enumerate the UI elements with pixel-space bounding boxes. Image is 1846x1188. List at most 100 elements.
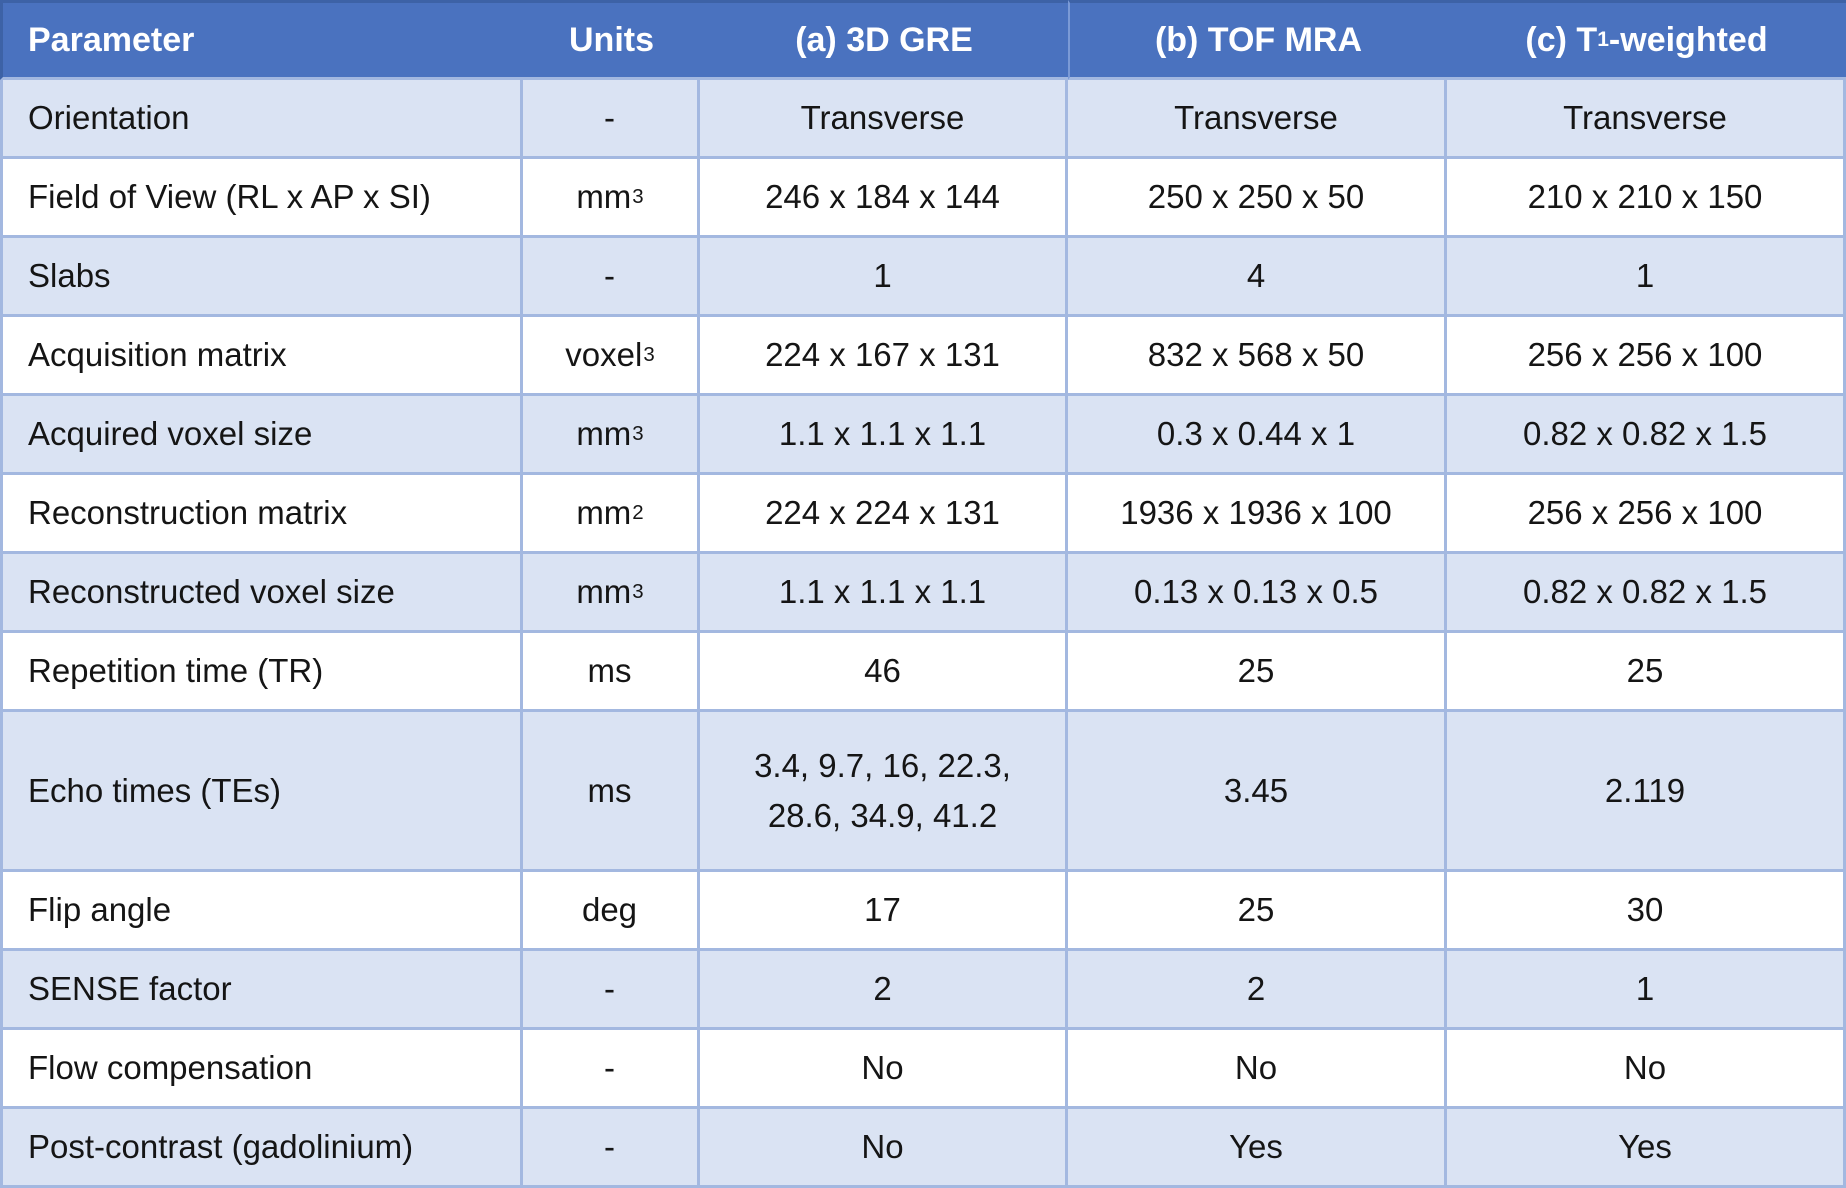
value-cell-t1-weighted: 1 xyxy=(1447,951,1846,1030)
param-cell: Flip angle xyxy=(0,872,523,951)
unit-cell: - xyxy=(523,951,700,1030)
value-cell-3d-gre: 3.4, 9.7, 16, 22.3, 28.6, 34.9, 41.2 xyxy=(700,712,1068,872)
unit-cell: - xyxy=(523,1109,700,1188)
param-cell: Echo times (TEs) xyxy=(0,712,523,872)
value-cell-3d-gre: 224 x 224 x 131 xyxy=(700,475,1068,554)
param-cell: Field of View (RL x AP x SI) xyxy=(0,159,523,238)
table-row: Repetition time (TR) ms 46 25 25 xyxy=(0,633,1846,712)
unit-cell: - xyxy=(523,238,700,317)
value-cell-3d-gre: Transverse xyxy=(700,80,1068,159)
unit-cell: mm 3 xyxy=(523,159,700,238)
value-cell-3d-gre: No xyxy=(700,1109,1068,1188)
param-cell: Orientation xyxy=(0,80,523,159)
value-cell-3d-gre: 1 xyxy=(700,238,1068,317)
unit-text: - xyxy=(604,1128,615,1166)
table-row: Flow compensation - No No No xyxy=(0,1030,1846,1109)
value-cell-3d-gre: 246 x 184 x 144 xyxy=(700,159,1068,238)
value-cell-t1-weighted: 0.82 x 0.82 x 1.5 xyxy=(1447,554,1846,633)
unit-cell: ms xyxy=(523,633,700,712)
table-row: Field of View (RL x AP x SI) mm 3 246 x 1… xyxy=(0,159,1846,238)
table-row: Reconstructed voxel size mm 3 1.1 x 1.1 x… xyxy=(0,554,1846,633)
unit-text: - xyxy=(604,1049,615,1087)
value-cell-t1-weighted: No xyxy=(1447,1030,1846,1109)
value-cell-t1-weighted: 1 xyxy=(1447,238,1846,317)
value-cell-tof-mra: 25 xyxy=(1068,633,1447,712)
value-cell-3d-gre: 17 xyxy=(700,872,1068,951)
column-header-tof-mra: (b) TOF MRA xyxy=(1068,0,1447,80)
value-cell-3d-gre: 224 x 167 x 131 xyxy=(700,317,1068,396)
value-cell-tof-mra: 4 xyxy=(1068,238,1447,317)
unit-text: mm xyxy=(576,494,632,532)
table-row: Acquisition matrix voxel 3 224 x 167 x 13… xyxy=(0,317,1846,396)
unit-cell: mm 3 xyxy=(523,554,700,633)
table-row: Echo times (TEs) ms 3.4, 9.7, 16, 22.3, … xyxy=(0,712,1846,872)
table-row: Acquired voxel size mm 3 1.1 x 1.1 x 1.1 … xyxy=(0,396,1846,475)
unit-cell: mm 3 xyxy=(523,396,700,475)
param-cell: Slabs xyxy=(0,238,523,317)
value-cell-tof-mra: Yes xyxy=(1068,1109,1447,1188)
value-cell-tof-mra: 25 xyxy=(1068,872,1447,951)
unit-cell: - xyxy=(523,80,700,159)
table-row: Orientation - Transverse Transverse Tran… xyxy=(0,80,1846,159)
value-cell-t1-weighted: Yes xyxy=(1447,1109,1846,1188)
value-cell-3d-gre: No xyxy=(700,1030,1068,1109)
param-cell: Post-contrast (gadolinium) xyxy=(0,1109,523,1188)
header-row: Parameter Units (a) 3D GRE (b) TOF MRA (… xyxy=(0,0,1846,80)
column-header-3d-gre: (a) 3D GRE xyxy=(700,0,1068,80)
header-label-part: (c) T xyxy=(1525,20,1598,59)
unit-cell: mm 2 xyxy=(523,475,700,554)
value-cell-3d-gre: 46 xyxy=(700,633,1068,712)
value-cell-t1-weighted: 256 x 256 x 100 xyxy=(1447,317,1846,396)
value-cell-tof-mra: 2 xyxy=(1068,951,1447,1030)
table-row: Slabs - 1 4 1 xyxy=(0,238,1846,317)
value-cell-tof-mra: 0.3 x 0.44 x 1 xyxy=(1068,396,1447,475)
unit-text: - xyxy=(604,257,615,295)
value-cell-3d-gre: 1.1 x 1.1 x 1.1 xyxy=(700,396,1068,475)
param-cell: Reconstruction matrix xyxy=(0,475,523,554)
value-cell-3d-gre: 2 xyxy=(700,951,1068,1030)
param-cell: Acquisition matrix xyxy=(0,317,523,396)
unit-text: ms xyxy=(587,771,632,809)
table-row: Post-contrast (gadolinium) - No Yes Yes xyxy=(0,1109,1846,1188)
value-cell-t1-weighted: 25 xyxy=(1447,633,1846,712)
unit-cell: deg xyxy=(523,872,700,951)
param-cell: Flow compensation xyxy=(0,1030,523,1109)
param-cell: Reconstructed voxel size xyxy=(0,554,523,633)
column-header-parameter: Parameter xyxy=(0,0,523,80)
value-cell-tof-mra: 0.13 x 0.13 x 0.5 xyxy=(1068,554,1447,633)
unit-cell: ms xyxy=(523,712,700,872)
unit-text: mm xyxy=(576,573,632,611)
unit-cell: - xyxy=(523,1030,700,1109)
value-cell-3d-gre: 1.1 x 1.1 x 1.1 xyxy=(700,554,1068,633)
header-label-part: -weighted xyxy=(1608,20,1768,59)
value-cell-t1-weighted: 2.119 xyxy=(1447,712,1846,872)
unit-text: deg xyxy=(581,891,638,929)
param-cell: SENSE factor xyxy=(0,951,523,1030)
column-header-units: Units xyxy=(523,0,700,80)
unit-text: voxel xyxy=(565,336,643,374)
param-cell: Acquired voxel size xyxy=(0,396,523,475)
value-cell-t1-weighted: 210 x 210 x 150 xyxy=(1447,159,1846,238)
table-row: Flip angle deg 17 25 30 xyxy=(0,872,1846,951)
unit-text: - xyxy=(604,970,615,1008)
value-cell-tof-mra: 832 x 568 x 50 xyxy=(1068,317,1447,396)
value-cell-t1-weighted: Transverse xyxy=(1447,80,1846,159)
table-row: Reconstruction matrix mm 2 224 x 224 x 13… xyxy=(0,475,1846,554)
unit-text: mm xyxy=(576,178,632,216)
unit-text: - xyxy=(604,99,615,137)
unit-text: ms xyxy=(587,652,632,690)
column-header-t1-weighted: (c) T 1 -weighted xyxy=(1447,0,1846,80)
value-cell-t1-weighted: 0.82 x 0.82 x 1.5 xyxy=(1447,396,1846,475)
param-cell: Repetition time (TR) xyxy=(0,633,523,712)
table-body: Orientation - Transverse Transverse Tran… xyxy=(0,80,1846,1188)
value-cell-tof-mra: 1936 x 1936 x 100 xyxy=(1068,475,1447,554)
value-cell-tof-mra: Transverse xyxy=(1068,80,1447,159)
value-cell-t1-weighted: 30 xyxy=(1447,872,1846,951)
table-row: SENSE factor - 2 2 1 xyxy=(0,951,1846,1030)
value-cell-tof-mra: No xyxy=(1068,1030,1447,1109)
value-cell-t1-weighted: 256 x 256 x 100 xyxy=(1447,475,1846,554)
unit-text: mm xyxy=(576,415,632,453)
value-cell-tof-mra: 250 x 250 x 50 xyxy=(1068,159,1447,238)
unit-cell: voxel 3 xyxy=(523,317,700,396)
